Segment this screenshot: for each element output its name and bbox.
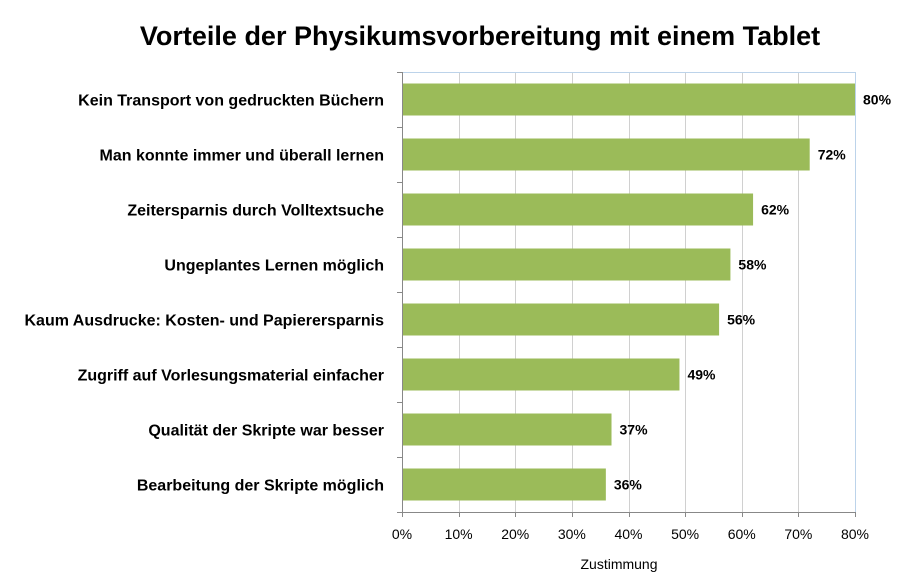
category-label: Man konnte immer und überall lernen <box>100 148 385 165</box>
chart-title: Vorteile der Physikumsvorbereitung mit e… <box>140 21 820 51</box>
data-label: 58% <box>738 257 767 273</box>
bar <box>402 83 855 116</box>
x-tick-label: 80% <box>841 526 869 542</box>
x-axis-title: Zustimmung <box>580 556 657 572</box>
category-label: Zugriff auf Vorlesungsmaterial einfacher <box>78 368 384 385</box>
category-label: Kaum Ausdrucke: Kosten- und Papiererspar… <box>25 313 385 330</box>
x-tick-label: 10% <box>445 526 473 542</box>
category-label: Kein Transport von gedruckten Büchern <box>78 93 384 110</box>
bar <box>402 468 606 501</box>
bar <box>402 248 731 281</box>
data-label: 62% <box>761 202 790 218</box>
bar <box>402 413 612 446</box>
bar <box>402 358 680 391</box>
data-label: 56% <box>727 312 756 328</box>
x-tick-label: 50% <box>671 526 699 542</box>
data-label: 37% <box>620 422 649 438</box>
category-label: Bearbeitung der Skripte möglich <box>137 478 384 495</box>
data-label: 49% <box>687 367 716 383</box>
bar <box>402 138 810 171</box>
x-tick-label: 0% <box>392 526 412 542</box>
data-label: 80% <box>863 92 892 108</box>
bar <box>402 303 720 336</box>
bar-series <box>402 83 855 501</box>
category-label: Ungeplantes Lernen möglich <box>164 258 384 275</box>
x-tick-label: 70% <box>784 526 812 542</box>
x-tick-label: 40% <box>614 526 642 542</box>
data-label: 72% <box>818 147 847 163</box>
gridlines <box>402 72 856 512</box>
x-tick-label: 20% <box>501 526 529 542</box>
axes <box>397 72 856 517</box>
category-label: Zeitersparnis durch Volltextsuche <box>127 203 384 220</box>
labels: 0% 10% 20% 30% 40% 50% 60% 70% 80% Kein Transport… <box>25 92 892 543</box>
bar <box>402 193 754 226</box>
category-label: Qualität der Skripte war besser <box>148 423 384 440</box>
x-tick-label: 60% <box>728 526 756 542</box>
data-label: 36% <box>614 477 643 493</box>
x-tick-label: 30% <box>558 526 586 542</box>
